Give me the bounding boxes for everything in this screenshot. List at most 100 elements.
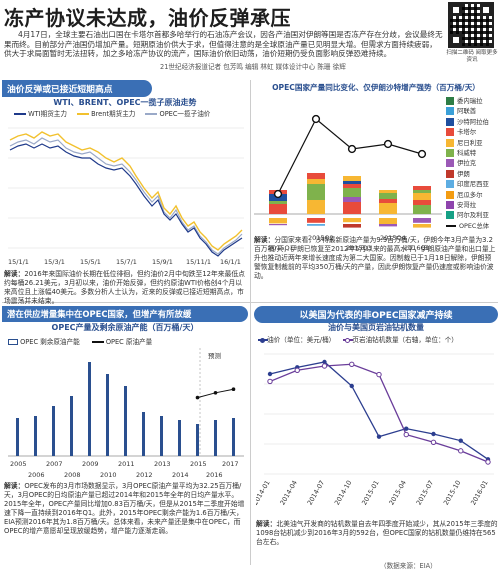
xtick-2015q4: 2015Q4 bbox=[380, 234, 406, 242]
opec-bar-segment bbox=[379, 224, 397, 227]
svg-text:2008: 2008 bbox=[64, 471, 81, 479]
opec-bar-segment bbox=[343, 184, 361, 188]
opec-bar-segment bbox=[413, 190, 431, 193]
opec-bar-segment bbox=[413, 200, 431, 205]
xtick-2015-10: 2015-10 bbox=[442, 479, 463, 507]
opec-bar-segment bbox=[307, 184, 325, 194]
legend-item-1: 阿联酋 bbox=[446, 106, 498, 116]
chart-title-oil-prices: WTI、BRENT、OPEC一揽子原油走势 bbox=[53, 98, 197, 107]
legend-item-4: 尼日利亚 bbox=[446, 138, 498, 148]
section-header-oil-rebound: 油价反弹或已接近短期高点 bbox=[2, 80, 152, 97]
chart-title-opec-changes: OPEC国家产量同比变化、仅伊朗沙特增产强势（百万桶/天） bbox=[272, 83, 480, 92]
chart-title-shale-rigs: 油价与美国页岩油钻机数量 bbox=[328, 323, 424, 332]
byline: 21世纪经济报道记者 包芳鸣 编辑 林虹 媒体设计中心 陈珊 徐辉 bbox=[160, 63, 346, 71]
xtick-2014-07: 2014-07 bbox=[306, 479, 327, 507]
svg-text:2012: 2012 bbox=[136, 471, 153, 479]
spare-capacity-bar bbox=[160, 416, 163, 456]
opec-output-note: 解读：OPEC发布的3月市场数据显示，3月OPEC原油产量平均为32.25百万桶… bbox=[4, 482, 245, 535]
spare-capacity-bar bbox=[142, 412, 145, 456]
opec-change-note: 解读：分国家来看，沙特最新原油产量为9.9百万桶/天，伊朗今年3月产量为3.2百… bbox=[254, 236, 496, 280]
legend-item-0: 委内瑞拉 bbox=[446, 96, 498, 106]
opec-bar-segment bbox=[307, 200, 325, 214]
oil-price-point bbox=[267, 371, 273, 377]
column-divider bbox=[250, 80, 251, 565]
opec-bar-segment bbox=[413, 186, 431, 190]
xtick-2015q2: 2015Q2 bbox=[308, 234, 334, 242]
opec-bar-segment bbox=[379, 218, 397, 224]
opec-bar-segment bbox=[343, 176, 361, 181]
svg-text:2005: 2005 bbox=[10, 460, 27, 468]
opec-bar-segment bbox=[307, 179, 325, 184]
oil-price-line-chart: 15/1/1 15/3/1 15/5/1 15/7/1 15/9/1 15/11… bbox=[8, 127, 244, 266]
opec-total-point bbox=[417, 149, 427, 159]
legend-wti: WTI期货主力 bbox=[14, 108, 67, 118]
shale-rig-note: 解读：北美油气开发商的钻机数量自去年四季度开始减少，其从2015年三季度的109… bbox=[256, 520, 498, 546]
rig-count-point bbox=[267, 378, 273, 385]
xtick-2015-01: 2015-01 bbox=[360, 479, 381, 507]
opec-bar-segment bbox=[413, 205, 431, 214]
opec-bar-segment bbox=[307, 224, 325, 226]
opec-change-chart: 2015Q1 2015Q2 2015Q3 2015Q4 2016Q1 bbox=[254, 114, 442, 252]
oil-price-note: 解读：2016年来国际油价长期在低位徘徊，但约油价2月中旬跌至12年来最低点约每… bbox=[4, 270, 245, 305]
opec-bar-segment bbox=[379, 190, 397, 193]
rig-count-point bbox=[294, 367, 300, 373]
legend-item-10: 安哥拉 bbox=[446, 200, 498, 210]
spare-capacity-bar bbox=[214, 420, 217, 456]
opec-bar-segment bbox=[269, 218, 287, 224]
legend-oil-price: 油价（单位：美元/桶） bbox=[258, 334, 335, 344]
spare-capacity-bar bbox=[106, 374, 109, 456]
shale-rig-x-axis: 2014-01 2014-04 2014-07 2014-10 2015-01 2015-… bbox=[256, 479, 490, 507]
svg-text:2017: 2017 bbox=[222, 460, 239, 468]
xtick-15-11-1: 15/11/1 bbox=[186, 258, 211, 266]
opec-bar-segment bbox=[343, 181, 361, 184]
forecast-label: 预测 bbox=[208, 351, 222, 360]
xtick-2015-04: 2015-04 bbox=[387, 479, 408, 507]
qr-code[interactable] bbox=[448, 2, 494, 48]
legend-item-7: 伊朗 bbox=[446, 169, 498, 179]
opec-country-legend: 委内瑞拉 阿联酋 沙特阿拉伯 卡塔尔 尼日利亚 科威特 伊拉克 伊朗 印度尼西亚 厄瓜多尔 安哥拉阿… bbox=[446, 96, 498, 231]
legend-item-12: OPEC总体 bbox=[446, 221, 498, 231]
svg-text:2014: 2014 bbox=[172, 471, 189, 479]
legend-shale-rigs: 油价（单位：美元/桶） 页岩油钻机数量（右轴，单位：个） bbox=[258, 334, 498, 344]
qr-caption: 扫描二维码 阅取更多资讯 bbox=[446, 50, 498, 63]
xtick-2016-01: 2016-01 bbox=[469, 479, 490, 507]
chart-title-opec-output: OPEC产量及剩余原油产能（百万桶/天） bbox=[51, 323, 199, 332]
svg-text:2006: 2006 bbox=[28, 471, 45, 479]
oil-chart-x-axis: 15/1/1 15/3/1 15/5/1 15/7/1 15/9/1 15/11… bbox=[8, 258, 241, 266]
svg-text:2009: 2009 bbox=[82, 460, 99, 468]
opec-output-x-axis-top: 2005 2007 2009 2011 2013 2015 2017 bbox=[10, 460, 239, 468]
opec-output-chart: 预测 2005 2007 2009 2011 2013 2015 2017 20… bbox=[8, 348, 244, 479]
legend-item-8: 印度尼西亚 bbox=[446, 179, 498, 189]
oil-price-point bbox=[349, 383, 354, 389]
opec-bar-segment bbox=[343, 202, 361, 214]
opec-bar-segment bbox=[307, 194, 325, 200]
spare-capacity-bar bbox=[16, 418, 19, 456]
rig-count-point bbox=[376, 371, 382, 378]
opec-bar-segment bbox=[269, 204, 287, 214]
xtick-2014-10: 2014-10 bbox=[333, 479, 354, 507]
oil-price-point bbox=[431, 431, 436, 437]
row-divider bbox=[2, 302, 498, 303]
xtick-2015-07: 2015-07 bbox=[415, 479, 436, 507]
shale-rig-chart: 2014-01 2014-04 2014-07 2014-10 2015-01 2015-… bbox=[256, 353, 494, 507]
oil-price-point bbox=[376, 434, 382, 439]
legend-rig-count: 页岩油钻机数量（右轴，单位：个） bbox=[343, 334, 458, 344]
rig-count-point bbox=[485, 459, 491, 465]
page-headline: 冻产协议未达成，油价反弹承压 bbox=[4, 6, 291, 30]
oil-price-point bbox=[458, 438, 463, 443]
opec-output-x-axis-bottom: 2006 2008 2010 2012 2014 2016 bbox=[28, 471, 223, 479]
legend-opec-output: OPEC 剩余原油产能 OPEC 原油产量 bbox=[8, 336, 248, 346]
opec-bar-segment bbox=[269, 224, 287, 226]
xtick-15-3-1: 15/3/1 bbox=[44, 258, 65, 266]
xtick-15-7-1: 15/7/1 bbox=[116, 258, 137, 266]
opec-bar-segment bbox=[413, 193, 431, 200]
opec-output-point bbox=[231, 387, 236, 391]
svg-text:2015: 2015 bbox=[190, 460, 207, 468]
xtick-2015q1: 2015Q1 bbox=[268, 244, 294, 252]
rig-count-point bbox=[349, 361, 355, 367]
xtick-16-1-1: 16/1/1 bbox=[220, 258, 241, 266]
svg-text:2013: 2013 bbox=[154, 460, 171, 468]
rig-count-point bbox=[430, 439, 437, 445]
spare-capacity-bar bbox=[70, 396, 73, 456]
opec-bar-segment bbox=[343, 218, 361, 223]
